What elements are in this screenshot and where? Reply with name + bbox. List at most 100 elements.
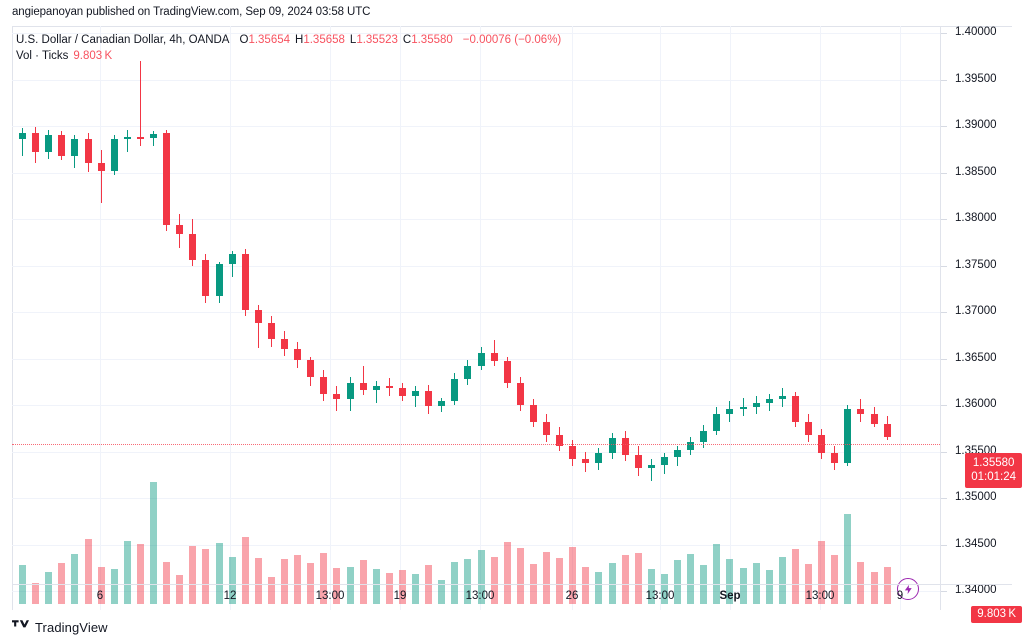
candle-body — [555, 434, 563, 446]
candle-body — [634, 455, 642, 469]
price-axis-tick-mark — [941, 358, 947, 360]
time-axis-label: 13:00 — [465, 590, 495, 602]
candle-body — [594, 453, 602, 463]
time-axis-label: 6 — [96, 590, 104, 602]
lightning-bolt-icon[interactable] — [897, 578, 920, 600]
volume-bar — [516, 547, 524, 604]
legend-open-label: O — [239, 34, 249, 46]
volume-bar — [359, 560, 367, 604]
volume-bar — [712, 544, 720, 604]
candle-wick — [22, 127, 23, 156]
volume-bar — [254, 557, 262, 604]
volume-bar — [752, 562, 760, 604]
legend-close-value: 1.35580 — [411, 34, 453, 46]
volume-bar — [188, 545, 196, 604]
volume-bar — [450, 561, 458, 604]
candle-body — [804, 421, 812, 435]
candle-wick — [101, 150, 102, 204]
candle-body — [463, 365, 471, 379]
legend-high-value: 1.35658 — [303, 34, 345, 46]
candle-body — [84, 139, 92, 164]
gridline-vertical — [480, 26, 481, 610]
candle-wick — [153, 130, 154, 147]
gridline-horizontal — [12, 219, 940, 220]
volume-bar — [398, 570, 406, 604]
volume-bar — [647, 569, 655, 604]
candle-body — [503, 361, 511, 383]
volume-bar — [725, 559, 733, 604]
volume-bar — [372, 569, 380, 604]
volume-bar — [136, 544, 144, 604]
price-axis-tick-mark — [941, 126, 947, 127]
time-axis-label: 19 — [393, 590, 407, 602]
legend-close-label: C — [402, 34, 412, 46]
volume-bar — [856, 561, 864, 604]
candle-body — [398, 388, 406, 396]
candle-body — [319, 377, 327, 394]
price-axis-tick: 1.37000 — [955, 305, 997, 317]
price-axis[interactable]: 1.40000 1.39500 1.39000 1.38500 1.38000 1.375… — [940, 26, 1024, 623]
price-axis-tick-mark — [941, 79, 947, 81]
price-axis-tick-mark — [941, 498, 947, 499]
candle-body — [830, 453, 838, 463]
candle-body — [752, 403, 760, 407]
volume-bar — [70, 554, 78, 604]
candle-body — [542, 421, 550, 435]
volume-bar — [215, 543, 223, 604]
volume-bar — [634, 552, 642, 604]
volume-bar — [175, 575, 183, 604]
tradingview-logo-icon — [12, 618, 29, 636]
volume-bar — [883, 566, 891, 604]
volume-bar — [791, 549, 799, 604]
volume-bar — [778, 556, 786, 604]
candle-body — [568, 445, 576, 459]
legend-volume-value: 9.803 K — [73, 50, 113, 62]
candle-body — [437, 401, 445, 406]
gridline-horizontal — [12, 358, 940, 360]
gridline-horizontal — [12, 544, 940, 546]
candle-body — [306, 360, 314, 378]
price-axis-ticks: 1.40000 1.39500 1.39000 1.38500 1.38000 1.375… — [941, 0, 1024, 610]
candle-body — [97, 163, 105, 171]
gridline-vertical — [572, 26, 573, 610]
volume-bar — [437, 580, 445, 604]
volume-bar — [385, 572, 393, 604]
candle-body — [44, 135, 52, 153]
volume-bar — [765, 570, 773, 604]
candle-body — [608, 438, 616, 454]
volume-bar — [84, 539, 92, 604]
candle-body — [647, 464, 655, 469]
time-axis[interactable]: 6 12 13:00 19 13:00 26 13:00 Sep 13:00 9 — [12, 584, 1012, 610]
volume-bar — [110, 569, 118, 604]
candle-body — [791, 395, 799, 422]
gridline-horizontal — [12, 265, 940, 267]
gridline-vertical — [820, 26, 821, 610]
candle-wick — [651, 458, 652, 482]
volume-badge: 9.803 K — [971, 606, 1022, 623]
candle-body — [424, 391, 432, 406]
volume-bar — [477, 550, 485, 604]
volume-bar — [241, 536, 249, 604]
price-axis-tick-mark — [941, 33, 947, 34]
candle-body — [136, 137, 144, 139]
volume-bar — [739, 567, 747, 604]
candle-body — [581, 458, 589, 463]
time-axis-label: 13:00 — [315, 590, 345, 602]
candle-body — [359, 382, 367, 391]
price-axis-tick: 1.36000 — [955, 398, 997, 410]
price-axis-tick-mark — [941, 544, 947, 546]
candle-body — [110, 139, 118, 171]
legend-open-value: 1.35654 — [248, 34, 291, 46]
candle-body — [201, 259, 209, 297]
volume-bar — [490, 556, 498, 604]
chart-plot-area[interactable] — [12, 26, 940, 610]
price-axis-tick: 1.34000 — [955, 584, 997, 596]
price-axis-tick: 1.35000 — [955, 491, 997, 503]
volume-bar — [306, 562, 314, 604]
volume-bar — [568, 546, 576, 604]
last-price-line — [12, 444, 940, 446]
candle-body — [739, 406, 747, 409]
candle-body — [31, 132, 39, 153]
candle-body — [267, 323, 275, 339]
candle-body — [477, 352, 485, 366]
